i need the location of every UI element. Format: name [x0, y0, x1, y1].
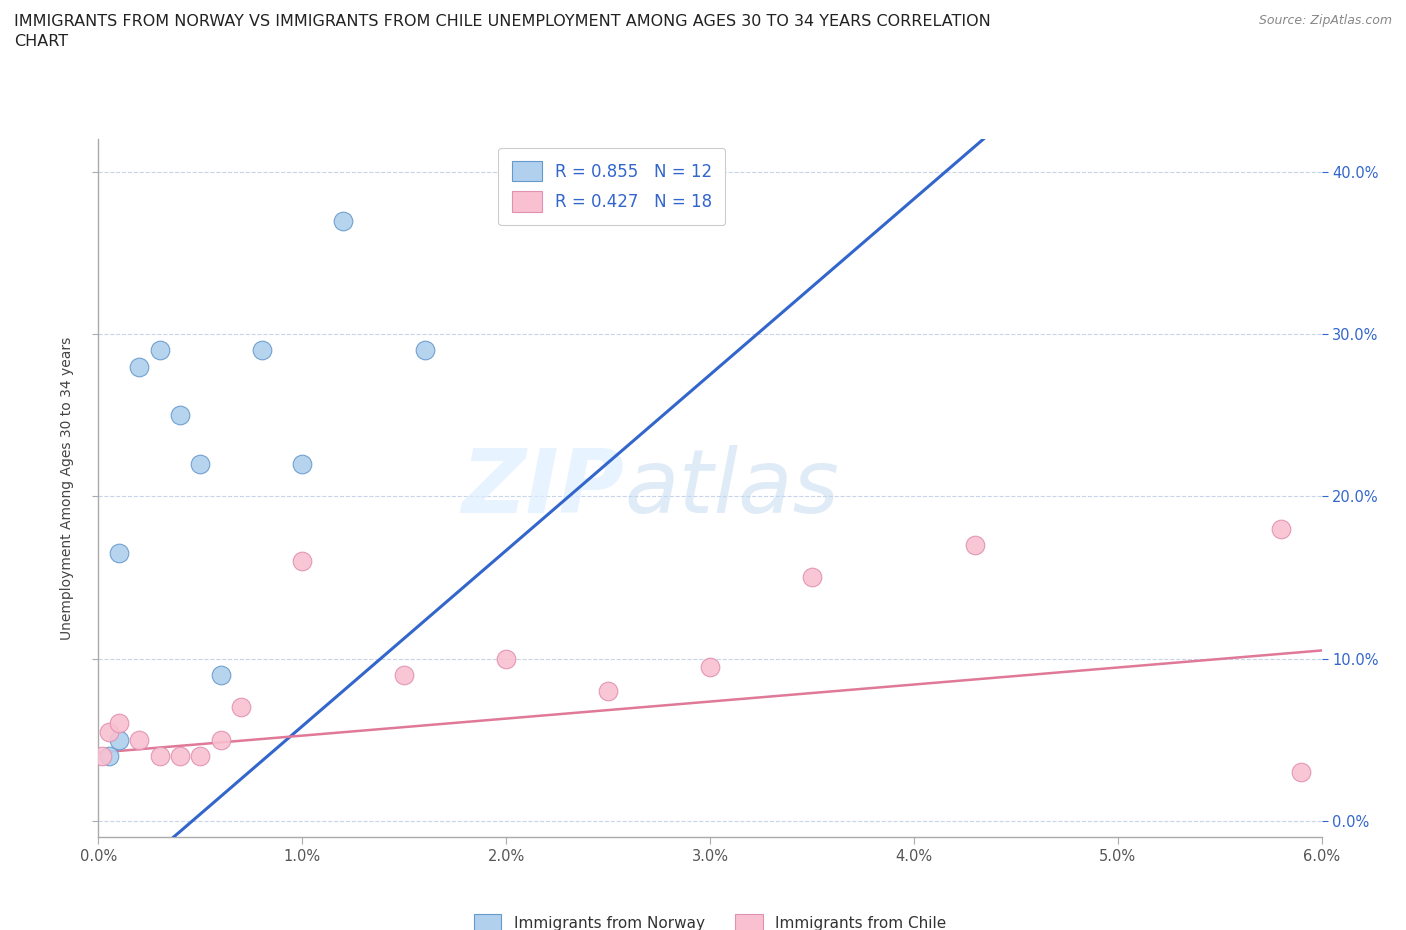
Point [128, 732, 150, 747]
Y-axis label: Unemployment Among Ages 30 to 34 years: Unemployment Among Ages 30 to 34 years [60, 337, 75, 640]
Point [495, 651, 517, 666]
Point [149, 749, 172, 764]
Point [169, 749, 191, 764]
Point [1289, 764, 1312, 779]
Point [91, 749, 114, 764]
Point [209, 668, 232, 683]
Point [332, 213, 354, 228]
Point [108, 546, 131, 561]
Point [149, 343, 172, 358]
Point [128, 359, 150, 374]
Point [598, 684, 620, 698]
Text: atlas: atlas [624, 445, 839, 531]
Point [188, 457, 212, 472]
Text: ZIP: ZIP [461, 445, 624, 532]
Point [169, 408, 191, 423]
Point [108, 732, 131, 747]
Point [699, 659, 721, 674]
Point [231, 699, 253, 714]
Point [413, 343, 436, 358]
Text: IMMIGRANTS FROM NORWAY VS IMMIGRANTS FROM CHILE UNEMPLOYMENT AMONG AGES 30 TO 34: IMMIGRANTS FROM NORWAY VS IMMIGRANTS FRO… [14, 14, 991, 29]
Text: Source: ZipAtlas.com: Source: ZipAtlas.com [1258, 14, 1392, 27]
Point [801, 570, 824, 585]
Text: CHART: CHART [14, 34, 67, 49]
Point [209, 732, 232, 747]
Point [250, 343, 273, 358]
Legend: Immigrants from Norway, Immigrants from Chile: Immigrants from Norway, Immigrants from … [468, 908, 952, 930]
Point [97, 749, 120, 764]
Point [963, 538, 986, 552]
Point [392, 668, 416, 683]
Point [188, 749, 212, 764]
Point [291, 553, 314, 568]
Point [108, 716, 131, 731]
Point [1270, 522, 1292, 537]
Point [291, 457, 314, 472]
Point [97, 724, 120, 739]
